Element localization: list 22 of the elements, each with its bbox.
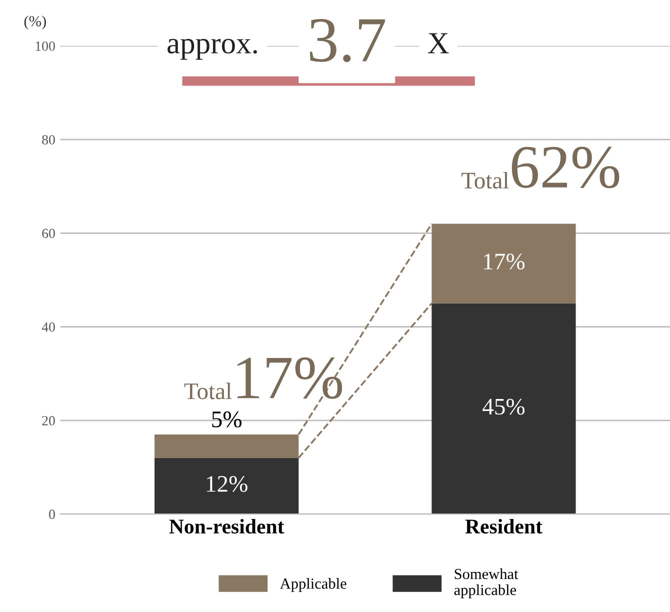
data-label: 17% [484, 254, 525, 270]
y-axis-title: (%) [24, 16, 46, 30]
annotation: Total [184, 382, 232, 400]
y-tick-label: 80 [42, 135, 55, 144]
bar [154, 458, 299, 514]
bar [432, 303, 576, 514]
y-tick-label: 100 [36, 41, 55, 51]
y-tick-label: 20 [42, 416, 55, 426]
legend-label: Somewhat applicable [454, 568, 518, 598]
total-label: 17% [238, 357, 342, 399]
data-label: 5% [212, 411, 242, 428]
annotation: Total [462, 172, 509, 189]
y-tick-label: 60 [42, 228, 55, 238]
x-tick-label: Resident [465, 518, 542, 534]
legend-label: Applicable [280, 578, 346, 592]
total-label: 62% [512, 146, 620, 188]
data-label: 45% [482, 398, 525, 415]
chart-title: approx. 3.7 X [168, 18, 449, 62]
y-tick-label: 40 [42, 322, 55, 332]
x-tick-label: Non-resident [169, 518, 284, 534]
y-tick-label: 0 [49, 510, 55, 520]
data-label: 12% [207, 476, 248, 492]
